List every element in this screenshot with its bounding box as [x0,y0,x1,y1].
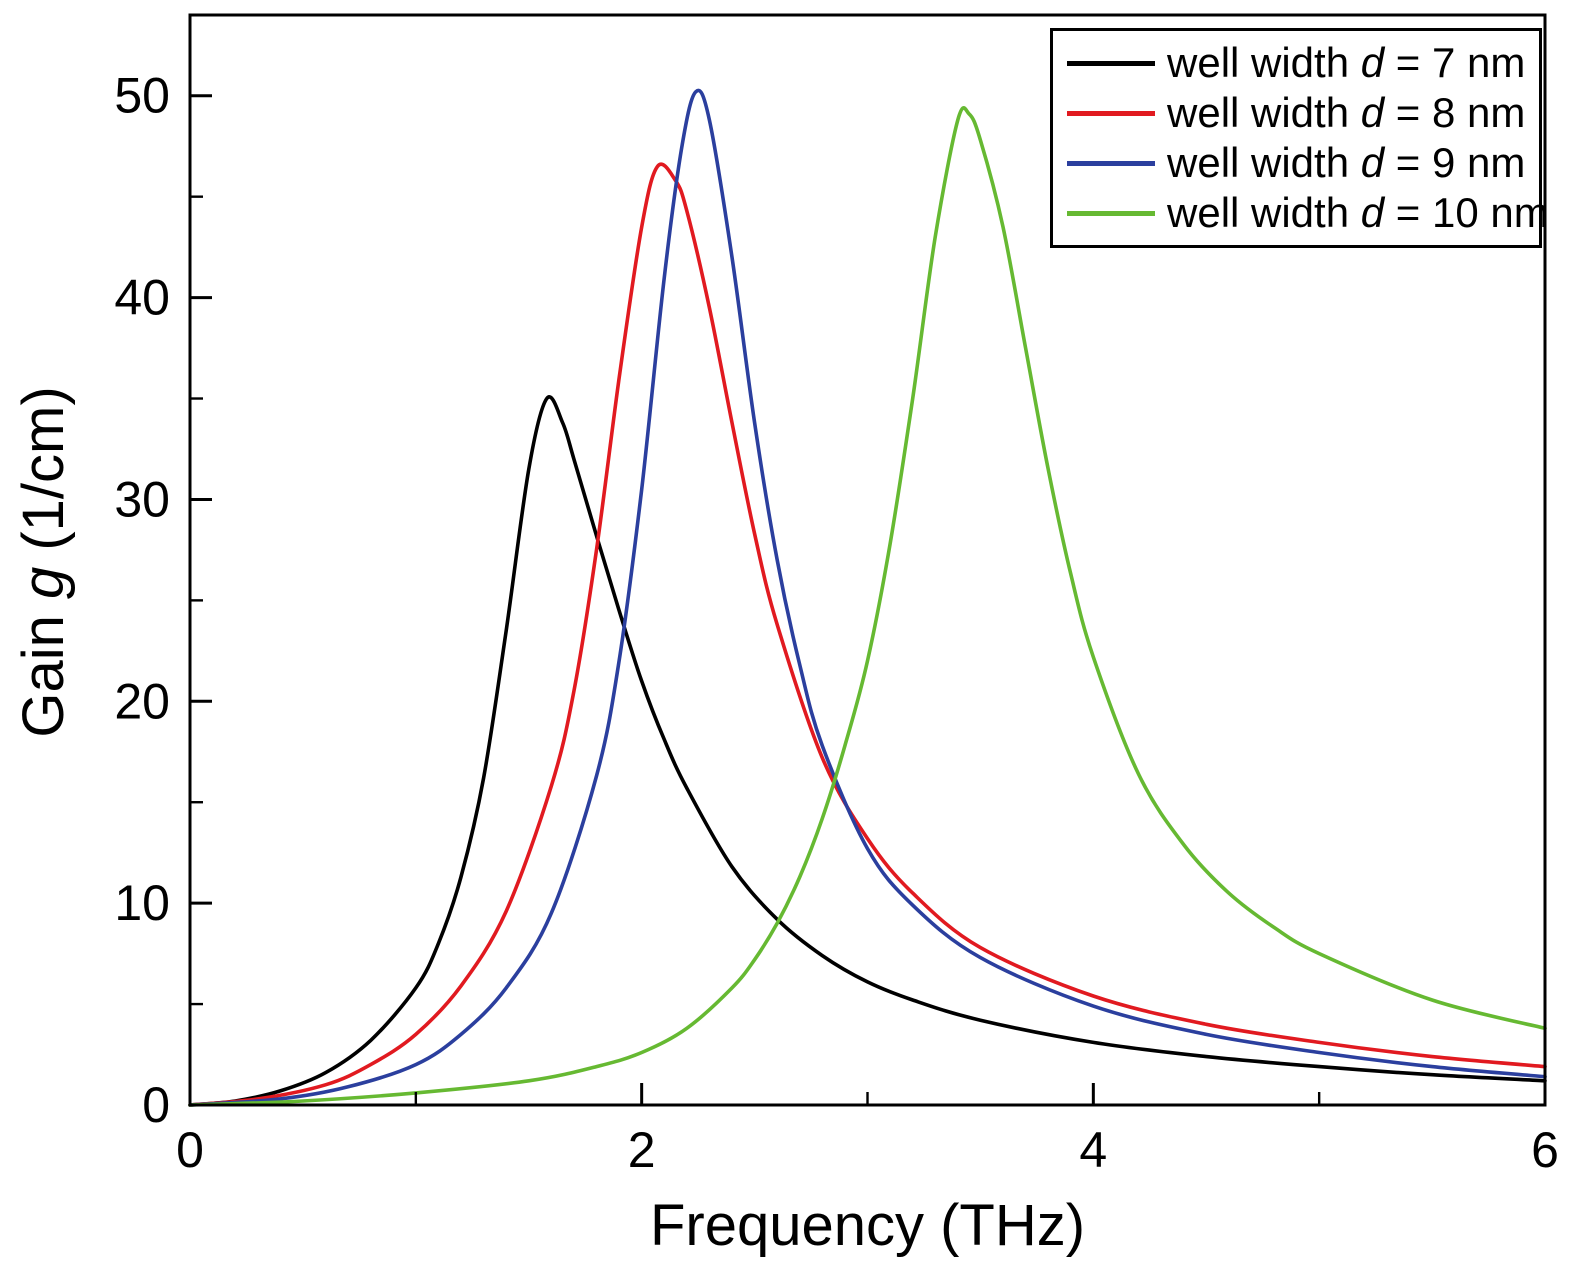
x-axis-label: Frequency (THz) [649,1193,1086,1258]
x-tick-label: 0 [176,1122,204,1178]
series-line-well-width-d-7-nm [188,395,1547,1107]
legend-line-swatch [1067,160,1155,166]
legend-line-swatch [1067,60,1155,66]
series-line-well-width-d-9-nm [188,88,1547,1107]
legend-entry: well width d = 10 nm [1067,188,1549,238]
y-tick-label: 10 [114,875,170,931]
x-tick-label: 2 [628,1122,656,1178]
legend-line-swatch [1067,210,1155,216]
legend-entry-label: well width d = 9 nm [1167,139,1526,186]
y-tick-label: 20 [114,673,170,729]
legend-entry: well width d = 7 nm [1067,38,1535,88]
y-tick-label: 40 [114,270,170,326]
legend-entry-label: well width d = 8 nm [1167,89,1526,136]
legend-entry: well width d = 8 nm [1067,88,1535,138]
y-tick-label: 0 [142,1077,170,1133]
tick-labels: 0 2 4 6 0 10 20 30 40 50 [114,68,1559,1178]
legend-line-swatch [1067,110,1155,116]
y-tick-label: 30 [114,471,170,527]
axis-ticks [188,94,1547,1107]
x-tick-label: 6 [1531,1122,1559,1178]
series-lines [188,88,1547,1107]
y-tick-label: 50 [114,68,170,124]
legend-entry-label: well width d = 10 nm [1167,189,1549,236]
legend-box: well width d = 7 nm well width d = 8 nm we… [1050,28,1549,248]
legend-entry-label: well width d = 7 nm [1167,39,1526,86]
series-line-well-width-d-8-nm [188,162,1547,1107]
y-axis-label: Gain g (1/cm) [11,386,76,738]
legend-entry: well width d = 9 nm [1067,138,1535,188]
series-line-well-width-d-10-nm [188,106,1547,1107]
x-tick-label: 4 [1079,1122,1107,1178]
